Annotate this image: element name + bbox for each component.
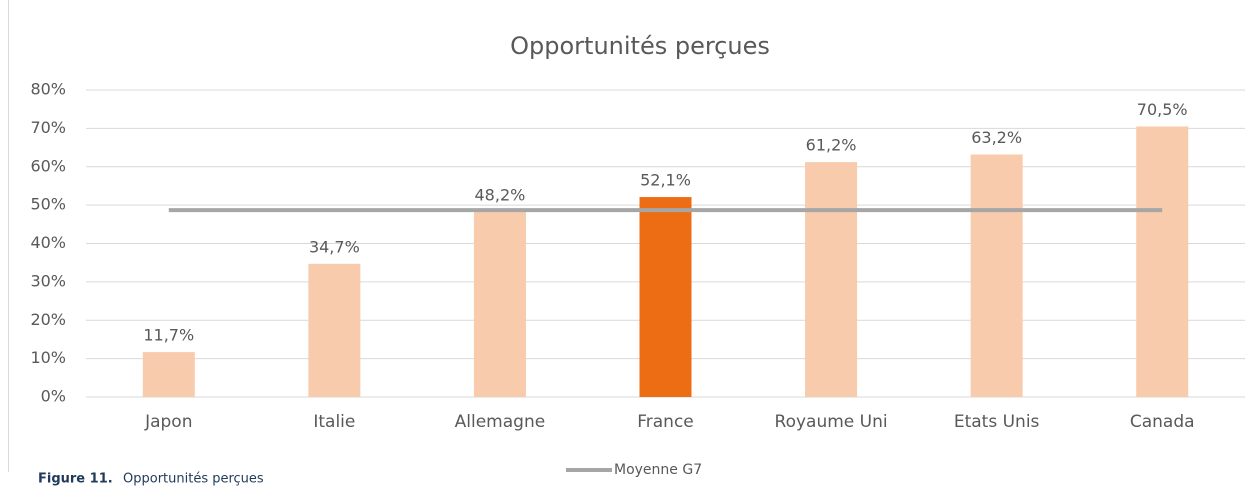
x-tick-label: France <box>637 412 694 432</box>
y-tick-label: 70% <box>30 118 66 137</box>
y-tick-label: 10% <box>30 348 66 367</box>
y-tick-label: 20% <box>30 310 66 329</box>
x-tick-label: Etats Unis <box>954 412 1040 432</box>
y-tick-label: 60% <box>30 156 66 175</box>
caption-text: Opportunités perçues <box>123 472 264 487</box>
bar <box>639 197 692 397</box>
y-tick-label: 0% <box>41 387 66 406</box>
value-label: 63,2% <box>971 128 1022 147</box>
value-label: 48,2% <box>475 186 526 205</box>
y-tick-label: 40% <box>30 233 66 252</box>
bar <box>1136 126 1189 398</box>
bar <box>142 352 195 397</box>
x-tick-label: Italie <box>313 412 355 432</box>
bar <box>805 162 858 397</box>
bar <box>308 263 361 397</box>
x-tick-label: Japon <box>144 412 192 432</box>
legend-label: Moyenne G7 <box>614 462 702 478</box>
y-tick-label: 50% <box>30 195 66 214</box>
chart-title: Opportunités perçues <box>510 32 770 60</box>
value-label: 34,7% <box>309 237 360 256</box>
x-tick-label: Royaume Uni <box>775 412 888 432</box>
y-tick-label: 80% <box>30 80 66 99</box>
value-label: 70,5% <box>1137 100 1188 119</box>
caption-label: Figure 11. <box>38 472 113 487</box>
x-tick-label: Canada <box>1130 412 1195 432</box>
value-label: 61,2% <box>806 136 857 155</box>
bar <box>473 212 526 397</box>
value-label: 11,7% <box>143 326 194 345</box>
value-label: 52,1% <box>640 171 691 190</box>
x-tick-label: Allemagne <box>455 412 546 432</box>
bar <box>970 154 1023 397</box>
y-tick-label: 30% <box>30 271 66 290</box>
